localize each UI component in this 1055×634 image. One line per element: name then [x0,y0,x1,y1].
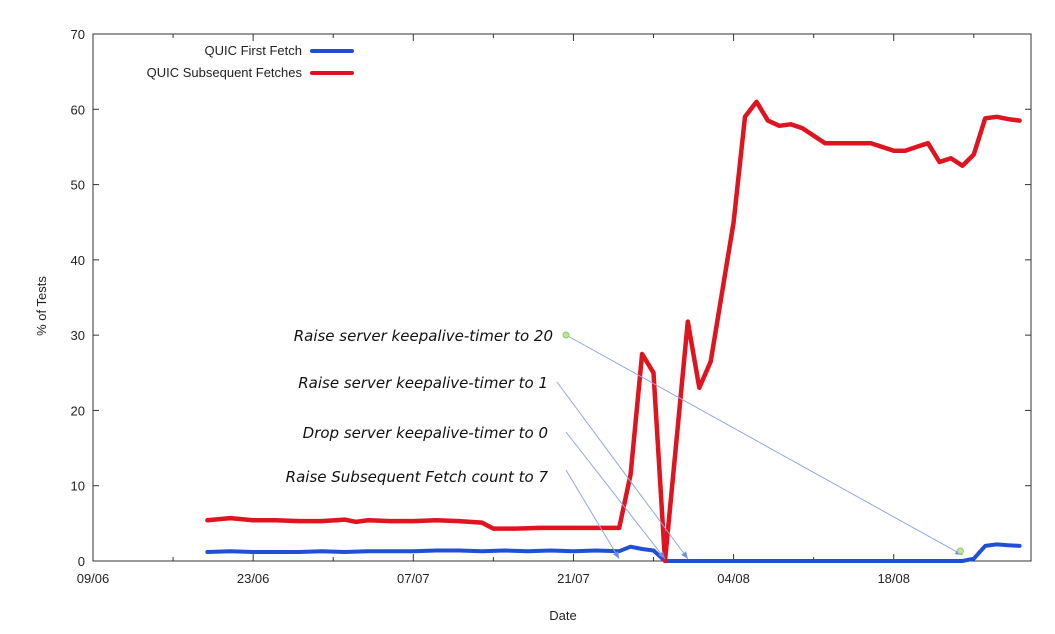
x-tick-label: 21/07 [557,571,590,586]
x-tick-label: 04/08 [717,571,750,586]
series-line-first-fetch [205,542,1022,563]
legend-label-subsequent-fetches: QUIC Subsequent Fetches [147,65,303,80]
y-tick-label: 60 [71,102,85,117]
annotation-label: Drop server keepalive-timer to 0 [303,424,548,442]
x-tick-label: 07/07 [397,571,430,586]
annotation-marker [562,331,570,339]
y-tick-label: 20 [71,403,85,418]
y-tick-label: 50 [71,178,85,193]
y-tick-label: 0 [78,554,85,569]
annotation-marker [956,547,964,555]
annotation-arrow [556,381,689,560]
annotation-arrowhead [681,551,688,559]
legend-label-first-fetch: QUIC First Fetch [204,43,302,58]
y-tick-label: 30 [71,328,85,343]
y-tick-label: 70 [71,27,85,42]
series-lines [205,99,1022,564]
x-axis: 09/06 23/06 07/07 21/07 04/08 18/08 [77,34,975,586]
annotation-arrow [565,469,620,559]
x-tick-label: 09/06 [77,571,110,586]
y-axis-label: % of Tests [34,276,49,336]
y-tick-label: 10 [71,479,85,494]
annotation-arrow [565,431,666,560]
x-tick-label: 23/06 [237,571,270,586]
annotation-label: Raise server keepalive-timer to 20 [294,327,553,345]
legend: QUIC First Fetch QUIC Subsequent Fetches [147,43,354,80]
y-tick-label: 40 [71,253,85,268]
annotation-arrowhead [658,551,665,559]
x-tick-label: 18/08 [877,571,910,586]
annotation-arrowhead [613,551,620,559]
annotation-label: Raise Subsequent Fetch count to 7 [286,468,549,486]
annotation-label: Raise server keepalive-timer to 1 [298,374,548,392]
annotations: Raise server keepalive-timer to 20 Raise … [286,327,964,560]
series-line-subsequent-fetches [205,99,1022,564]
plot-frame [92,33,1032,562]
x-axis-label: Date [549,608,576,623]
annotation-arrow [565,334,963,556]
y-axis: 0 10 20 30 40 50 60 70 [71,27,1031,569]
